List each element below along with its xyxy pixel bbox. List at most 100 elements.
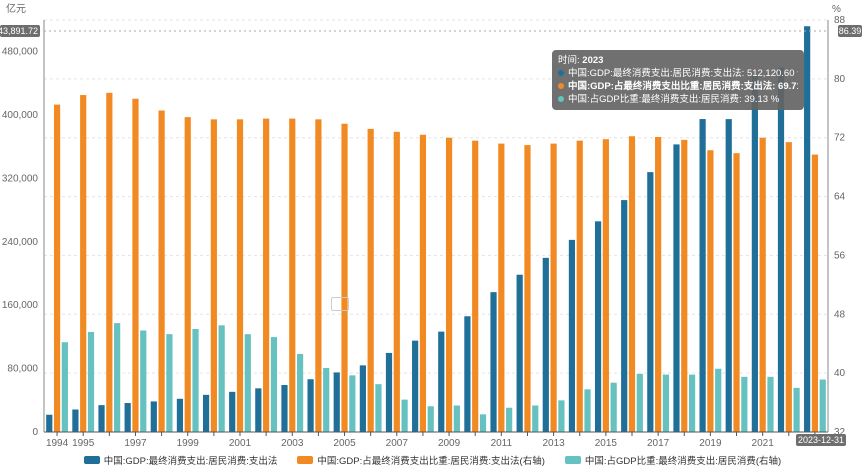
bar-consumption-2002[interactable]: [255, 388, 262, 432]
bar-share-final-1999[interactable]: [184, 117, 191, 433]
bar-share-final-2018[interactable]: [681, 139, 688, 433]
bar-consumption-1998[interactable]: [150, 401, 157, 432]
bar-share-final-2012[interactable]: [524, 145, 531, 432]
bar-share-final-1998[interactable]: [158, 110, 165, 433]
x-tick-label: 2013: [542, 438, 565, 449]
bar-share-final-2013[interactable]: [550, 143, 557, 432]
bar-share-final-1995[interactable]: [80, 95, 87, 432]
bar-consumption-2023[interactable]: [804, 26, 811, 433]
bar-share-gdp-2000[interactable]: [218, 325, 225, 432]
legend-item-share-gdp[interactable]: 中国:占GDP比重:最终消费支出:居民消费(右轴): [564, 452, 781, 468]
bar-consumption-2006[interactable]: [359, 365, 366, 432]
legend-label: 中国:GDP:最终消费支出:居民消费:支出法: [103, 456, 278, 467]
bar-share-final-2016[interactable]: [628, 136, 636, 433]
bar-share-gdp-2016[interactable]: [636, 373, 643, 432]
bar-consumption-2019[interactable]: [699, 119, 706, 432]
bar-consumption-2017[interactable]: [647, 172, 654, 432]
bar-consumption-2000[interactable]: [202, 394, 210, 432]
bar-share-final-1994[interactable]: [53, 104, 61, 433]
bar-share-gdp-1998[interactable]: [166, 334, 173, 432]
bar-share-final-2022[interactable]: [785, 142, 792, 432]
left-tick-label: 480,000: [2, 47, 39, 58]
bars-group: [46, 26, 826, 433]
bar-share-final-2017[interactable]: [655, 136, 662, 433]
legend-item-share-final[interactable]: 中国:GDP:占最终消费支出比重:居民消费:支出法(右轴): [297, 452, 545, 468]
bar-share-final-1997[interactable]: [132, 98, 139, 432]
bar-share-final-2000[interactable]: [210, 119, 217, 432]
bar-consumption-2021[interactable]: [751, 75, 758, 433]
bar-consumption-2013[interactable]: [542, 257, 549, 432]
bar-consumption-1997[interactable]: [124, 403, 131, 432]
bar-share-final-2011[interactable]: [498, 143, 505, 432]
bar-share-final-2007[interactable]: [393, 131, 400, 432]
bar-share-final-2004[interactable]: [315, 119, 322, 432]
bar-share-gdp-2007[interactable]: [401, 399, 408, 432]
bar-share-gdp-2014[interactable]: [584, 389, 591, 432]
bar-share-gdp-2005[interactable]: [349, 375, 356, 432]
bar-consumption-1994[interactable]: [46, 414, 53, 432]
bar-share-final-2003[interactable]: [289, 118, 296, 432]
bar-share-final-2002[interactable]: [263, 118, 270, 432]
bar-share-gdp-2001[interactable]: [244, 334, 251, 432]
legend-item-consumption[interactable]: 中国:GDP:最终消费支出:居民消费:支出法: [83, 452, 278, 468]
bar-share-final-2019[interactable]: [707, 150, 714, 432]
bar-share-final-2021[interactable]: [759, 137, 766, 432]
bar-share-gdp-2013[interactable]: [558, 400, 565, 432]
bar-share-gdp-2020[interactable]: [741, 376, 748, 432]
bar-consumption-2004[interactable]: [307, 379, 314, 432]
bar-consumption-2009[interactable]: [438, 331, 445, 432]
bar-share-gdp-2009[interactable]: [453, 405, 460, 432]
bar-share-gdp-2019[interactable]: [715, 368, 722, 432]
legend-swatch: [564, 456, 581, 464]
bar-share-gdp-2011[interactable]: [506, 407, 513, 432]
bar-share-final-2001[interactable]: [236, 119, 244, 432]
bar-consumption-2001[interactable]: [229, 391, 236, 432]
bar-share-gdp-1995[interactable]: [87, 331, 95, 432]
bar-consumption-2015[interactable]: [594, 221, 602, 432]
bar-share-final-2020[interactable]: [733, 153, 740, 432]
bar-share-gdp-2008[interactable]: [427, 406, 434, 432]
bar-share-gdp-2018[interactable]: [688, 374, 696, 432]
bar-share-final-2014[interactable]: [576, 140, 583, 432]
bar-consumption-2007[interactable]: [385, 352, 393, 432]
bar-share-gdp-2023[interactable]: [819, 379, 826, 432]
bar-share-final-2008[interactable]: [419, 134, 427, 432]
bar-share-gdp-1994[interactable]: [61, 342, 68, 432]
bar-share-final-1996[interactable]: [106, 92, 113, 432]
bar-share-gdp-2004[interactable]: [323, 367, 330, 432]
bar-share-gdp-1996[interactable]: [114, 323, 121, 432]
bar-share-gdp-1999[interactable]: [192, 329, 199, 432]
bar-share-final-2010[interactable]: [472, 140, 479, 432]
bar-share-gdp-2010[interactable]: [479, 414, 487, 432]
bar-share-gdp-2006[interactable]: [375, 384, 382, 432]
bar-consumption-2022[interactable]: [777, 67, 785, 432]
bar-share-gdp-2012[interactable]: [532, 405, 539, 432]
bar-share-gdp-2021[interactable]: [767, 376, 774, 432]
bar-share-final-2005[interactable]: [341, 123, 348, 433]
bar-share-gdp-1997[interactable]: [140, 330, 147, 432]
bar-consumption-1996[interactable]: [98, 405, 105, 432]
bar-share-gdp-2017[interactable]: [662, 374, 670, 432]
right-tick-label: 64: [834, 192, 846, 203]
bar-share-gdp-2022[interactable]: [793, 387, 800, 432]
bar-share-gdp-2003[interactable]: [296, 354, 304, 432]
bar-share-final-2009[interactable]: [445, 137, 453, 432]
bar-consumption-2018[interactable]: [673, 144, 680, 432]
bar-share-gdp-2002[interactable]: [270, 337, 278, 432]
bar-consumption-2020[interactable]: [725, 119, 732, 433]
bar-share-final-2023[interactable]: [811, 154, 819, 432]
x-tick-label: 2001: [229, 438, 252, 449]
bar-consumption-2016[interactable]: [621, 200, 628, 432]
bar-share-final-2006[interactable]: [367, 128, 374, 432]
bar-consumption-1999[interactable]: [176, 398, 184, 432]
bar-consumption-2014[interactable]: [568, 239, 576, 432]
bar-consumption-2003[interactable]: [281, 385, 288, 432]
bar-consumption-2012[interactable]: [516, 274, 523, 432]
bar-consumption-1995[interactable]: [72, 409, 79, 433]
bar-share-final-2015[interactable]: [602, 139, 609, 432]
bar-share-gdp-2015[interactable]: [610, 382, 617, 432]
bar-consumption-2010[interactable]: [464, 316, 471, 432]
bar-consumption-2005[interactable]: [333, 372, 340, 432]
bar-consumption-2008[interactable]: [412, 340, 419, 432]
bar-consumption-2011[interactable]: [490, 292, 497, 432]
